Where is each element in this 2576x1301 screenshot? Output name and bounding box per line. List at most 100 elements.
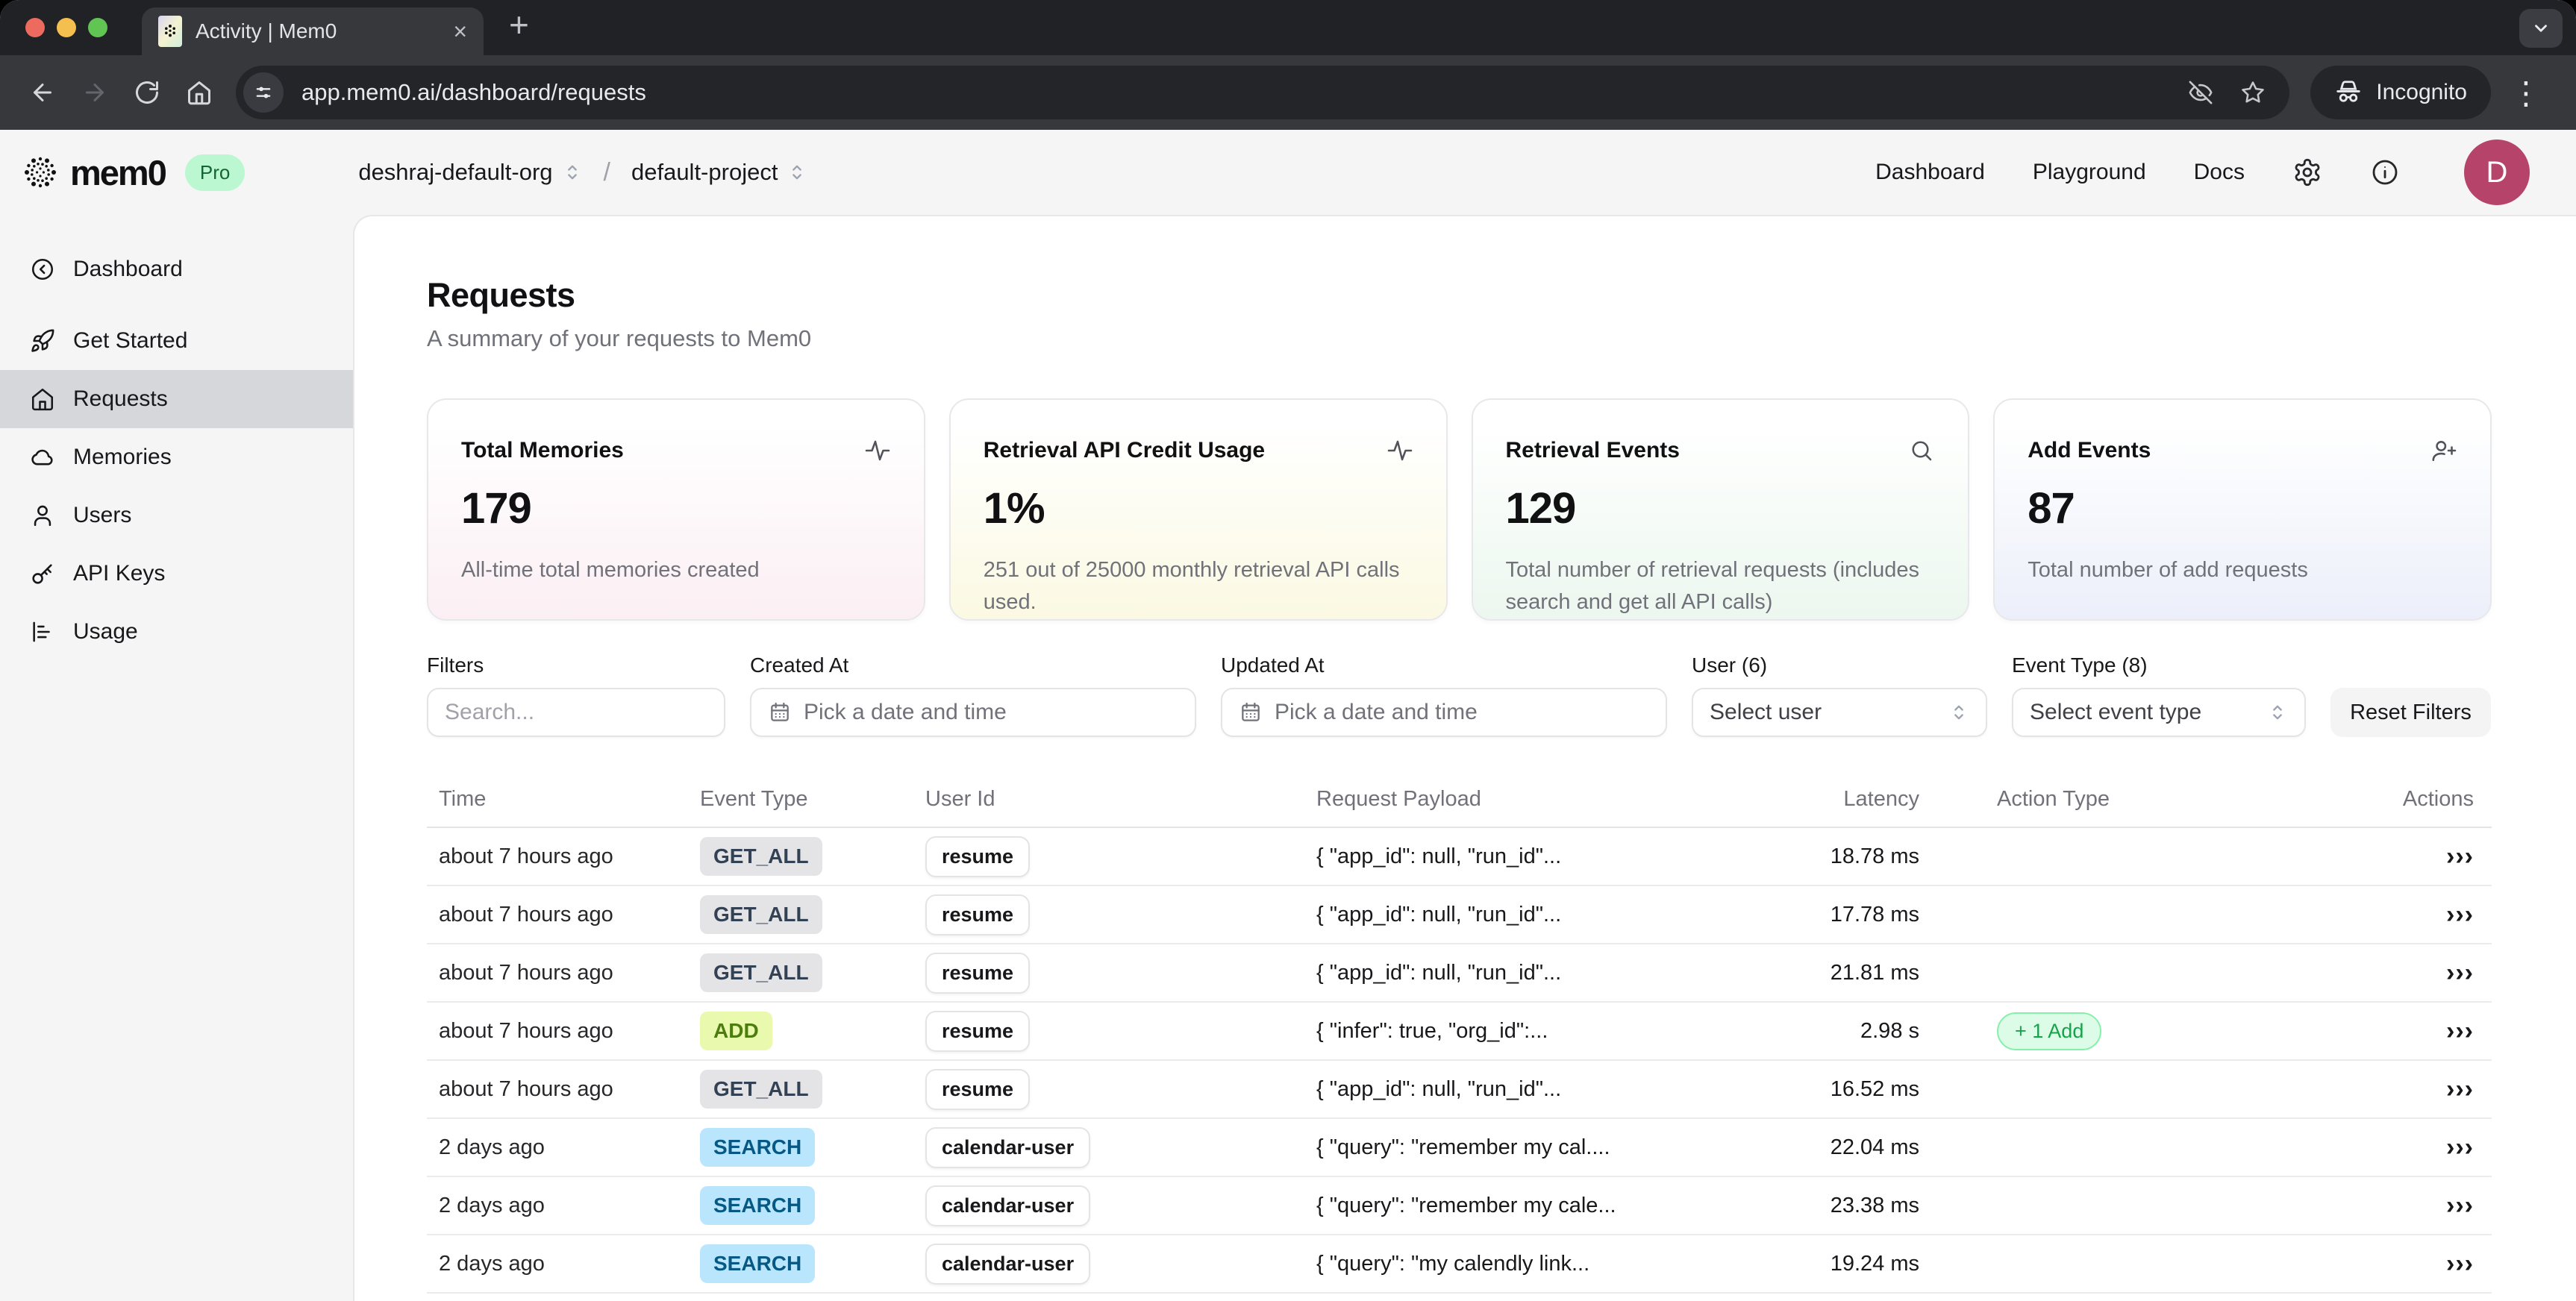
chevrons-up-down-icon	[567, 165, 577, 180]
cell-time: 2 days ago	[439, 1251, 545, 1276]
event-type-select[interactable]: Select event type	[2012, 688, 2306, 737]
url-text[interactable]: app.mem0.ai/dashboard/requests	[301, 79, 646, 105]
row-actions-button[interactable]: ›››	[2446, 1249, 2474, 1278]
reset-filters-button[interactable]: Reset Filters	[2330, 688, 2491, 737]
row-actions-button[interactable]: ›››	[2446, 1074, 2474, 1103]
sidebar-label: Usage	[73, 619, 138, 644]
event-type-badge: SEARCH	[700, 1186, 816, 1225]
filters-label: Filters	[427, 653, 484, 677]
col-header-actions: Actions	[2402, 786, 2474, 811]
browser-menu-icon[interactable]: ⋮	[2510, 75, 2542, 110]
cell-time: 2 days ago	[439, 1135, 545, 1159]
table-row[interactable]: about 7 hours ago GET_ALL resume { "app_…	[427, 1061, 2492, 1119]
table-row[interactable]: 2 days ago SEARCH calendar-user { "query…	[427, 1177, 2492, 1235]
card-add-events: Add Events 87 Total number of add reques…	[1993, 398, 2492, 621]
row-actions-button[interactable]: ›››	[2446, 900, 2474, 929]
settings-gear-icon[interactable]	[2292, 157, 2322, 187]
reload-button[interactable]	[121, 66, 173, 119]
sidebar-label: API Keys	[73, 561, 166, 586]
forward-button[interactable]	[69, 66, 121, 119]
cell-request-payload: { "infer": true, "org_id":...	[1316, 1018, 1548, 1043]
user-id-badge: resume	[925, 836, 1031, 877]
cell-request-payload: { "query": "my calendly link...	[1316, 1251, 1590, 1276]
sidebar-label: Dashboard	[73, 257, 183, 281]
sidebar-item-memories[interactable]: Memories	[0, 428, 353, 486]
table-row[interactable]: about 7 hours ago GET_ALL resume { "app_…	[427, 886, 2492, 944]
nav-playground[interactable]: Playground	[2032, 160, 2146, 184]
app-body: Dashboard Get Started Requests	[0, 215, 2576, 1301]
row-actions-button[interactable]: ›››	[2446, 1191, 2474, 1220]
window-controls	[0, 18, 107, 55]
user-avatar[interactable]: D	[2464, 139, 2530, 205]
col-header-user-id: User Id	[925, 786, 995, 811]
nav-docs[interactable]: Docs	[2193, 160, 2245, 184]
incognito-label: Incognito	[2376, 80, 2467, 104]
updated-at-picker[interactable]: Pick a date and time	[1221, 688, 1667, 737]
user-id-badge: calendar-user	[925, 1185, 1091, 1226]
cell-latency: 17.78 ms	[1830, 902, 1919, 927]
card-value: 179	[461, 484, 532, 533]
sidebar-item-users[interactable]: Users	[0, 486, 353, 545]
mem0-logo[interactable]: mem0 Pro	[22, 152, 246, 193]
search-input[interactable]	[445, 700, 707, 725]
address-bar[interactable]: app.mem0.ai/dashboard/requests	[236, 66, 2290, 119]
org-selector[interactable]: deshraj-default-org	[358, 159, 582, 186]
updated-at-label: Updated At	[1221, 653, 1325, 677]
created-at-picker[interactable]: Pick a date and time	[750, 688, 1196, 737]
row-actions-button[interactable]: ›››	[2446, 1016, 2474, 1045]
row-actions-button[interactable]: ›››	[2446, 958, 2474, 987]
card-value: 129	[1505, 484, 1577, 533]
sidebar-item-get-started[interactable]: Get Started	[0, 312, 353, 370]
cell-request-payload: { "app_id": null, "run_id"...	[1316, 844, 1562, 868]
maximize-window-button[interactable]	[88, 18, 107, 37]
table-row[interactable]: about 7 hours ago GET_ALL resume { "app_…	[427, 944, 2492, 1003]
sidebar-item-usage[interactable]: Usage	[0, 603, 353, 661]
tab-close-icon[interactable]: ×	[453, 18, 467, 45]
bookmark-star-icon[interactable]	[2240, 80, 2266, 105]
back-button[interactable]	[16, 66, 69, 119]
sidebar-label: Requests	[73, 386, 168, 411]
cell-time: about 7 hours ago	[439, 960, 613, 985]
row-actions-button[interactable]: ›››	[2446, 1132, 2474, 1162]
project-selector[interactable]: default-project	[631, 159, 807, 186]
event-type-filter-label: Event Type (8)	[2012, 653, 2148, 677]
table-row[interactable]: 2 days ago SEARCH calendar-user { "query…	[427, 1235, 2492, 1294]
eye-off-icon[interactable]	[2188, 80, 2213, 105]
table-row[interactable]: about 7 hours ago ADD resume { "infer": …	[427, 1003, 2492, 1061]
user-select[interactable]: Select user	[1692, 688, 1987, 737]
new-tab-button[interactable]: +	[509, 5, 529, 44]
sidebar-item-api-keys[interactable]: API Keys	[0, 545, 353, 603]
card-description: Total number of add requests	[2028, 558, 2308, 582]
info-icon[interactable]	[2370, 157, 2400, 187]
table-row[interactable]: 2 days ago SEARCH calendar-user { "query…	[427, 1119, 2492, 1177]
minimize-window-button[interactable]	[57, 18, 76, 37]
sidebar-item-dashboard[interactable]: Dashboard	[0, 240, 353, 298]
cell-latency: 2.98 s	[1860, 1018, 1919, 1043]
site-settings-icon[interactable]	[243, 72, 284, 113]
cell-time: about 7 hours ago	[439, 1076, 613, 1101]
tab-search-button[interactable]	[2519, 9, 2563, 48]
sidebar-item-requests[interactable]: Requests	[0, 370, 353, 428]
chevrons-up-down-icon	[2273, 705, 2282, 720]
card-title: Add Events	[2028, 438, 2151, 463]
cell-request-payload: { "app_id": null, "run_id"...	[1316, 1076, 1562, 1101]
row-actions-button[interactable]: ›››	[2446, 841, 2474, 871]
event-type-badge: GET_ALL	[700, 895, 822, 934]
table-row[interactable]: about 7 hours ago GET_ALL resume { "app_…	[427, 828, 2492, 886]
plan-badge: Pro	[184, 154, 246, 191]
browser-tab[interactable]: Activity | Mem0 ×	[142, 7, 484, 55]
page-title: Requests	[427, 276, 575, 314]
nav-dashboard[interactable]: Dashboard	[1875, 160, 1985, 184]
search-icon	[1912, 441, 1932, 461]
card-description: All-time total memories created	[461, 558, 760, 582]
search-input-wrap	[427, 688, 725, 737]
home-button[interactable]	[173, 66, 225, 119]
event-type-badge: SEARCH	[700, 1128, 816, 1167]
user-id-badge: resume	[925, 1068, 1031, 1110]
card-title: Retrieval API Credit Usage	[983, 438, 1266, 463]
close-window-button[interactable]	[25, 18, 45, 37]
card-title: Retrieval Events	[1505, 438, 1680, 463]
home-icon	[30, 386, 55, 412]
filters-bar: Filters Created At Pick a date and time	[427, 653, 2492, 737]
user-select-value: Select user	[1710, 700, 1822, 724]
